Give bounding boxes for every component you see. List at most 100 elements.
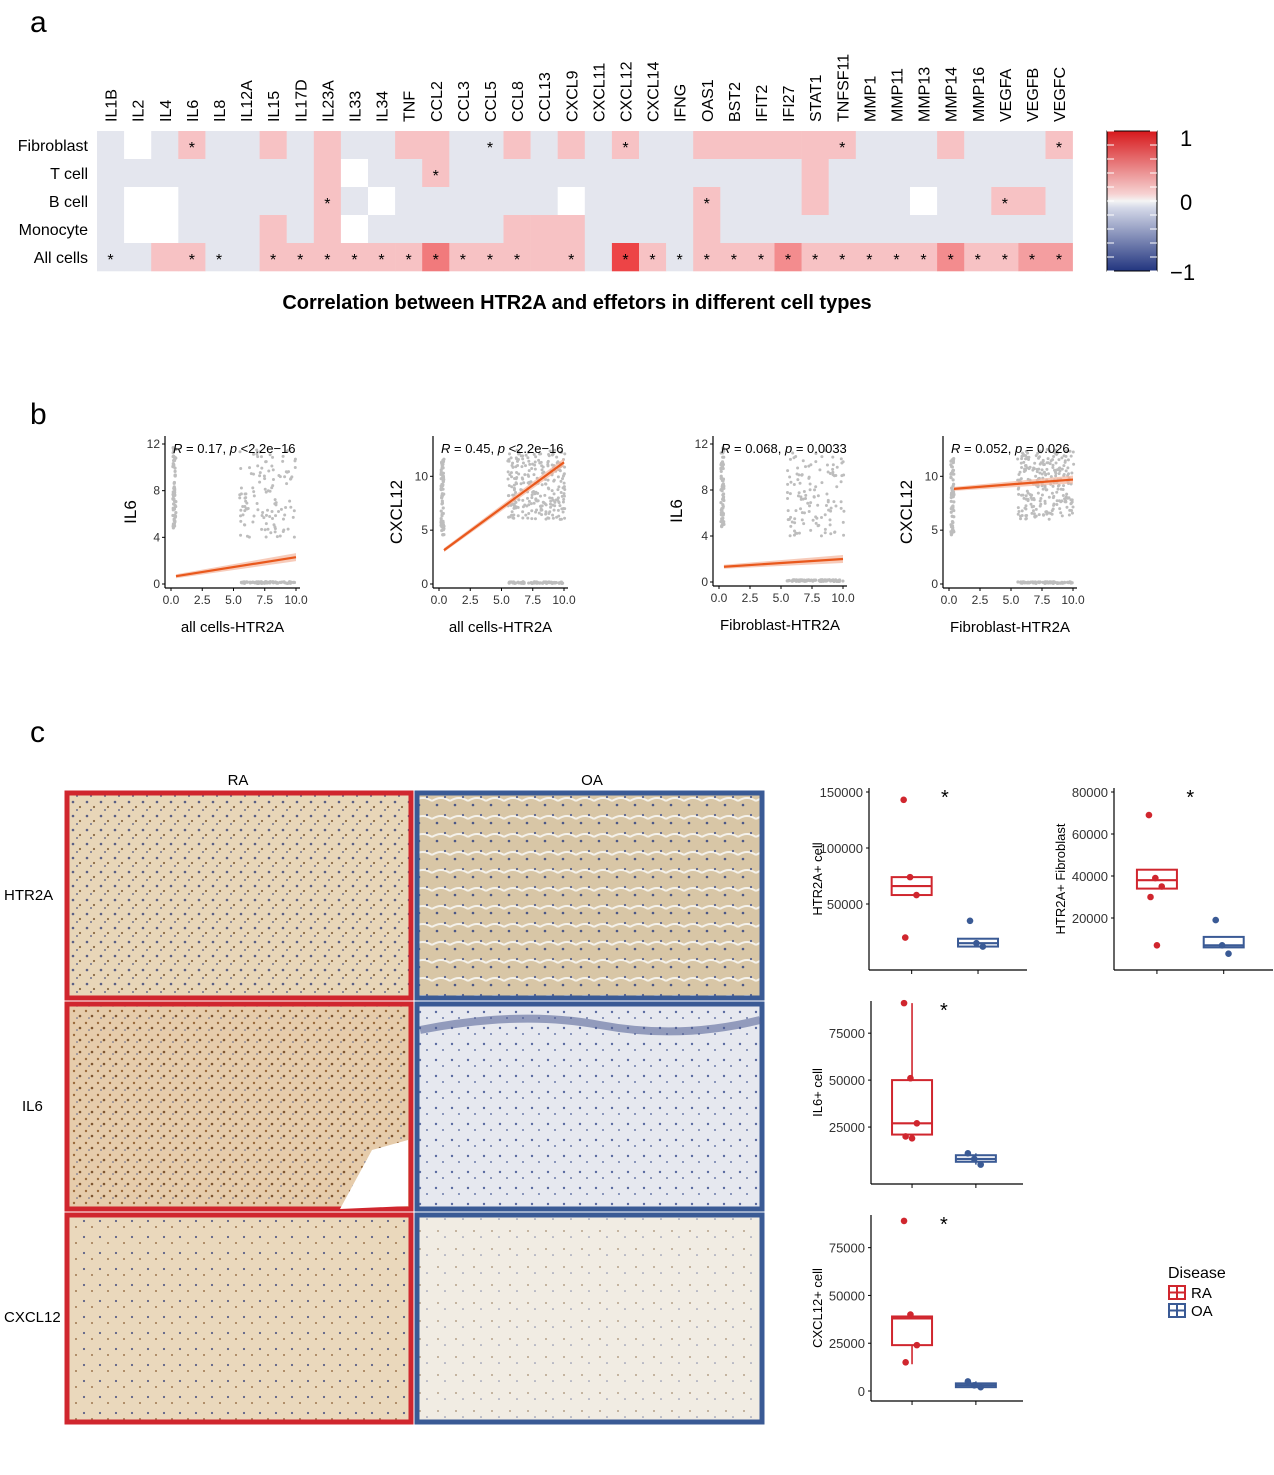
heatmap-cell-t-cell-mmp16 bbox=[964, 159, 992, 188]
heatmap-column-label-cxcl12: CXCL12 bbox=[618, 61, 635, 122]
heatmap-cell-monocyte-mmp13 bbox=[910, 215, 938, 244]
scatter-point bbox=[1035, 470, 1039, 474]
scatter-point bbox=[1048, 449, 1052, 453]
heatmap-cell-monocyte-ifit2 bbox=[747, 215, 775, 244]
scatter-point bbox=[441, 533, 445, 537]
heatmap-title: Correlation between HTR2A and effetors i… bbox=[282, 292, 871, 314]
scatter-point bbox=[173, 474, 177, 478]
heatmap-star-all-cells-ifit2: * bbox=[758, 252, 764, 269]
heatmap-cell-all-cells-ccl8 bbox=[503, 243, 531, 272]
scatter-point bbox=[801, 497, 805, 501]
heatmap-cell-all-cells-vegfb bbox=[1018, 243, 1046, 272]
scatter-point bbox=[804, 496, 808, 500]
heatmap-cell-t-cell-ccl13 bbox=[530, 159, 558, 188]
heatmap-cell-all-cells-ifng bbox=[666, 243, 694, 272]
scatter-point bbox=[538, 452, 542, 456]
scatter-point bbox=[825, 492, 829, 496]
scatter-point bbox=[803, 579, 807, 583]
heatmap-star-all-cells-il17d: * bbox=[297, 252, 303, 269]
scatter-point bbox=[1038, 499, 1042, 503]
scatter-x-tick-label: 0.0 bbox=[431, 593, 448, 607]
heatmap-cell-b-cell-bst2 bbox=[720, 187, 748, 216]
scatter-point bbox=[1032, 512, 1036, 516]
scatter-point bbox=[788, 475, 792, 479]
scatter-point bbox=[1017, 509, 1021, 513]
boxplot-point bbox=[907, 1311, 914, 1318]
heatmap-star-all-cells-ccl5: * bbox=[487, 252, 493, 269]
scatter-point bbox=[1058, 507, 1062, 511]
scatter-point bbox=[1033, 580, 1038, 584]
heatmap-cell-all-cells-bst2 bbox=[720, 243, 748, 272]
scatter-point bbox=[281, 517, 285, 521]
scatter-point bbox=[560, 450, 564, 454]
annotation-p-symbol: p bbox=[1014, 441, 1022, 456]
scatter-y-tick-label: 10 bbox=[925, 469, 939, 483]
scatter-x-tick-label: 5.0 bbox=[225, 593, 242, 607]
scatter-point bbox=[239, 486, 243, 490]
heatmap-star-all-cells-mmp16: * bbox=[975, 252, 981, 269]
annotation-r-symbol: R bbox=[441, 441, 450, 456]
heatmap-cell-t-cell-il15 bbox=[259, 159, 287, 188]
scatter-point bbox=[802, 490, 806, 494]
boxplot-group-oa bbox=[1202, 916, 1245, 974]
scatter-point bbox=[441, 528, 446, 532]
annotation-r-value: = 0.17, bbox=[182, 441, 229, 456]
scatter-point bbox=[1054, 448, 1058, 452]
scatter-point bbox=[950, 525, 954, 529]
scatter-point bbox=[292, 580, 296, 584]
boxplot-point bbox=[973, 939, 980, 947]
panel-label-c: c bbox=[30, 716, 45, 749]
scatter-point bbox=[271, 580, 275, 584]
scatter-point bbox=[823, 531, 827, 535]
heatmap-cell-all-cells-oas1 bbox=[693, 243, 721, 272]
scatter-point bbox=[536, 499, 540, 503]
scatter-point bbox=[241, 505, 245, 509]
heatmap-cell-fibroblast-ccl5 bbox=[476, 131, 504, 160]
scatter-point bbox=[533, 460, 537, 464]
scatter-point bbox=[276, 581, 280, 585]
scatter-point bbox=[285, 449, 289, 453]
scatter-point bbox=[271, 455, 275, 459]
scatter-point bbox=[831, 467, 835, 471]
heatmap-column-label-vegfb: VEGFB bbox=[1025, 68, 1042, 122]
annotation-r-symbol: R bbox=[173, 441, 182, 456]
scatter-x-label: all cells-HTR2A bbox=[181, 619, 284, 636]
heatmap-cell-fibroblast-il23a bbox=[313, 131, 342, 160]
scatter-point bbox=[1071, 450, 1075, 454]
scatter-point bbox=[172, 486, 176, 490]
scatter-point bbox=[1059, 487, 1063, 491]
scatter-point bbox=[803, 465, 807, 469]
scatter-point bbox=[532, 473, 536, 477]
annotation-r-value: = 0.45, bbox=[450, 441, 497, 456]
scatter-points bbox=[171, 445, 297, 585]
scatter-point bbox=[814, 451, 818, 455]
scatter-point bbox=[540, 483, 544, 487]
heatmap-star-all-cells-il34: * bbox=[378, 252, 384, 269]
scatter-point bbox=[533, 492, 537, 496]
scatter-point bbox=[522, 481, 526, 485]
scatter-point bbox=[719, 511, 723, 515]
scatter-point bbox=[789, 524, 793, 528]
scatter-point bbox=[238, 496, 242, 500]
scatter-point bbox=[1045, 467, 1049, 471]
scatter-point bbox=[809, 501, 813, 505]
boxplot-y-tick-label: 20000 bbox=[1072, 911, 1108, 926]
heatmap-cell-monocyte-il6 bbox=[178, 215, 206, 244]
scatter-point bbox=[252, 490, 256, 494]
heatmap-cell-monocyte-vegfa bbox=[991, 215, 1019, 244]
scatter-point bbox=[535, 581, 539, 585]
scatter-point bbox=[722, 486, 726, 490]
heatmap-cell-b-cell-cxcl11 bbox=[584, 187, 613, 216]
scatter-point bbox=[281, 459, 285, 463]
scatter-point bbox=[1070, 471, 1074, 475]
heatmap-cell-fibroblast-ccl3 bbox=[449, 131, 477, 160]
micrograph-oa-cxcl12 bbox=[414, 1212, 765, 1425]
micrograph-grid: RA OA HTR2A IL6 CXCL12 bbox=[4, 772, 765, 1425]
scatter-point bbox=[837, 579, 841, 583]
annotation-p-value: <2.2e−16 bbox=[505, 441, 564, 456]
scatter-point bbox=[509, 456, 513, 460]
scatter-point bbox=[171, 513, 175, 518]
scatter-point bbox=[245, 580, 249, 584]
scatter-point bbox=[251, 580, 255, 584]
scatter-point bbox=[261, 510, 265, 514]
